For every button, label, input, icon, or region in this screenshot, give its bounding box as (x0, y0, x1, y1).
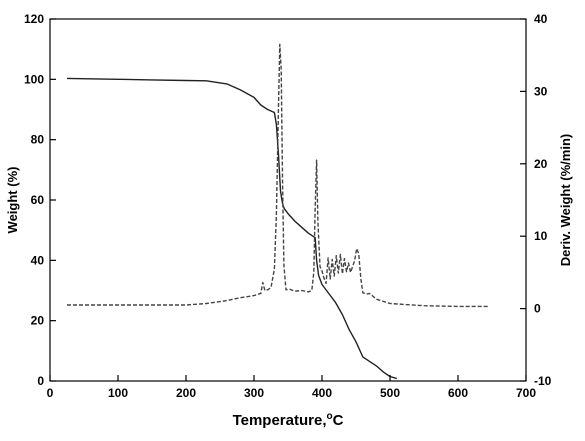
weight-line (66, 77, 398, 380)
x-tick-label: 0 (47, 386, 54, 400)
y-tick-label: 40 (31, 253, 45, 267)
x-tick-label: 700 (516, 386, 536, 400)
x-tick-label: 300 (244, 386, 264, 400)
x-axis-title: Temperature,oC (233, 411, 344, 429)
y2-tick-label: 30 (534, 84, 548, 98)
y2-tick-label: 0 (534, 302, 541, 316)
x-tick-label: 500 (380, 386, 400, 400)
series-layer (66, 43, 489, 380)
y-tick-label: 20 (31, 314, 45, 328)
y2-axis-title: Deriv. Weight (%/min) (558, 134, 573, 266)
y-tick-label: 0 (37, 374, 44, 388)
x-tick-label: 400 (312, 386, 332, 400)
ticks-layer: 0 100 200 300 400 500 600 700020406080100120-10… (24, 12, 552, 400)
x-tick-label: 100 (108, 386, 128, 400)
x-tick-label: 600 (448, 386, 468, 400)
y2-tick-label: 20 (534, 157, 548, 171)
y-axis-title: Weight (%) (5, 167, 20, 234)
y2-tick-label: 40 (534, 12, 548, 26)
y-tick-label: 120 (24, 12, 44, 26)
x-tick-label: 200 (176, 386, 196, 400)
y-tick-label: 100 (24, 72, 44, 86)
y2-tick-label: -10 (534, 374, 552, 388)
y-tick-label: 60 (31, 193, 45, 207)
deriv-weight-line (67, 43, 489, 308)
y-tick-label: 80 (31, 133, 45, 147)
plot-frame (49, 18, 527, 382)
y2-tick-label: 10 (534, 229, 548, 243)
